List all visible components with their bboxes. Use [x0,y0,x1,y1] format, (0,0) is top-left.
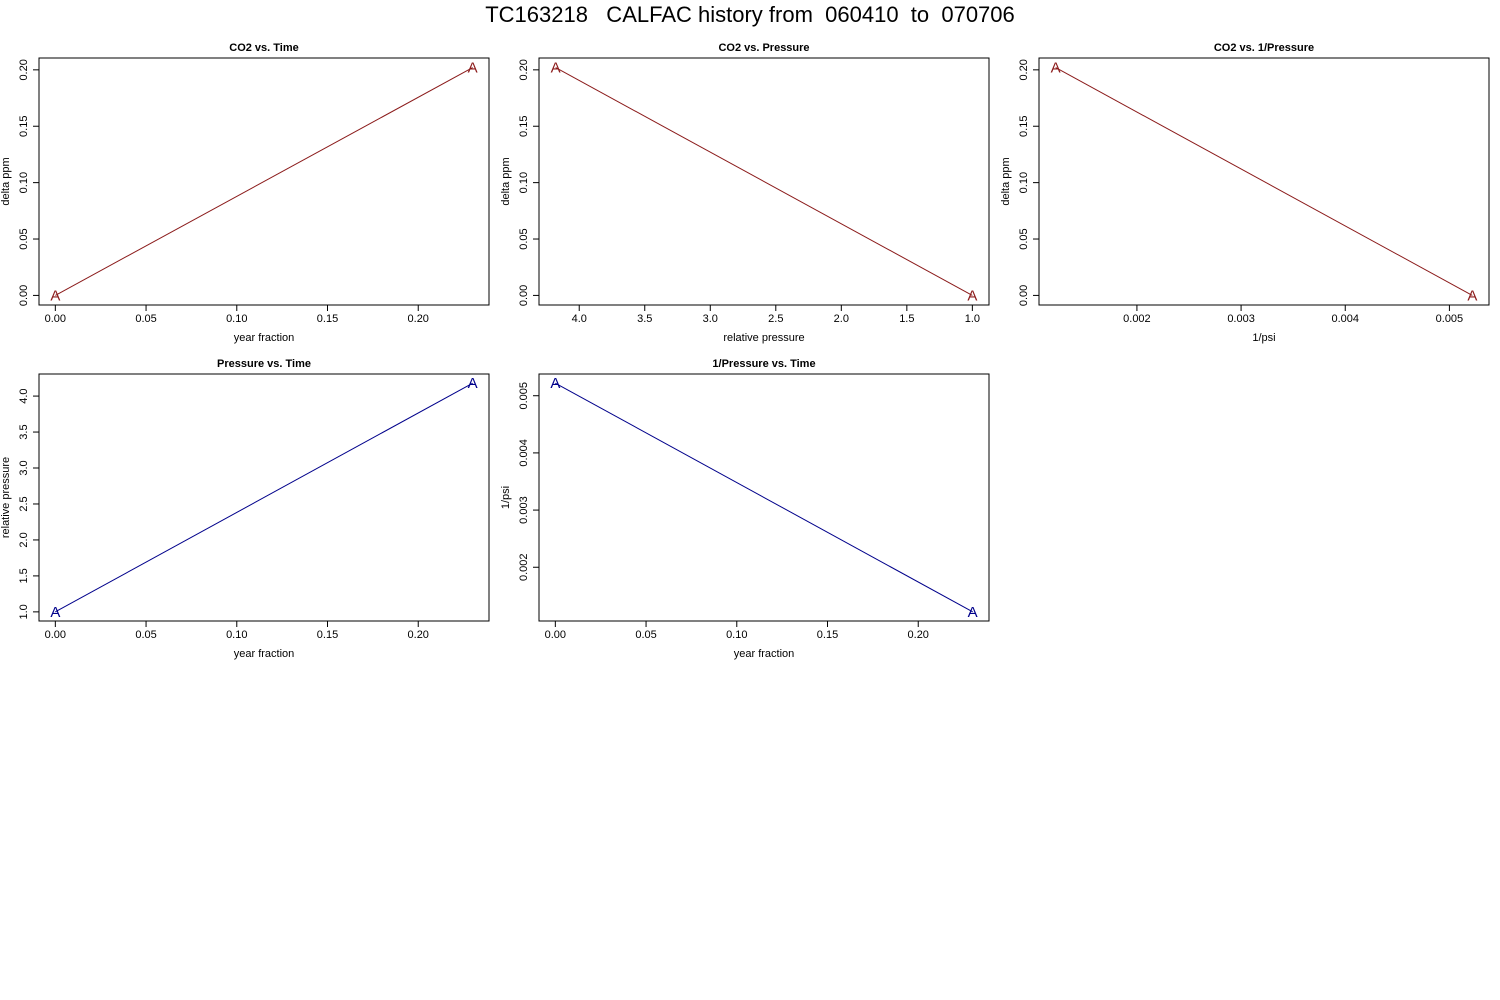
y-axis: 0.00 0.05 0.10 0.15 0.20 [1018,59,1039,306]
chart-panel-2: CO2 vs. Pressure 4.0 3.5 3.0 2.5 2.0 1.5 1.0 rel… [500,42,990,344]
y-axis-label: delta ppm [0,157,12,205]
y-tick-label: 0.10 [18,172,30,193]
y-tick-label: 0.10 [518,172,530,193]
x-tick-label: 0.15 [817,629,838,641]
y-tick-label: 0.15 [518,116,530,137]
y-axis-label: 1/psi [500,486,512,509]
y-tick-label: 0.15 [1018,116,1030,137]
chart-title: CO2 vs. Time [229,42,299,54]
y-tick-label: 0.004 [518,439,530,467]
x-tick-label: 3.0 [703,313,718,325]
x-axis-label: year fraction [234,648,295,660]
y-tick-label: 2.5 [18,496,30,511]
y-tick-label: 0.05 [518,228,530,249]
chart-title: 1/Pressure vs. Time [712,358,815,370]
chart-title: CO2 vs. 1/Pressure [1214,42,1314,54]
y-tick-label: 0.10 [1018,172,1030,193]
y-tick-label: 0.05 [1018,228,1030,249]
data-point-label: A [50,604,60,621]
data-point-label: A [968,604,978,621]
y-axis: 0.002 0.003 0.004 0.005 [518,382,539,581]
page-title: TC163218 CALFAC history from 060410 to 0… [485,2,1015,27]
x-tick-label: 4.0 [572,313,587,325]
x-axis-label: 1/psi [1252,332,1275,344]
chart-panel-4: Pressure vs. Time 0.00 0.05 0.10 0.15 0.20 yea… [0,358,490,660]
chart-panel-3: CO2 vs. 1/Pressure 0.002 0.003 0.004 0.005 1/… [1000,42,1490,344]
x-axis: 0.00 0.05 0.10 0.15 0.20 [545,620,929,641]
chart-title: Pressure vs. Time [217,358,311,370]
x-axis: 0.002 0.003 0.004 0.005 [1123,304,1464,325]
y-axis: 0.00 0.05 0.10 0.15 0.20 [518,59,539,306]
data-point-label: A [551,60,561,77]
x-tick-label: 0.20 [908,629,929,641]
y-tick-label: 0.002 [518,553,530,581]
x-tick-label: 0.15 [317,629,338,641]
data-point-label: A [468,60,478,77]
x-tick-label: 0.00 [45,313,66,325]
x-tick-label: 0.10 [726,629,747,641]
y-tick-label: 0.20 [18,59,30,80]
data-point-label: A [1051,60,1061,77]
y-tick-label: 0.00 [1018,285,1030,306]
chart-panel-5: 1/Pressure vs. Time 0.00 0.05 0.10 0.15 0.20 y… [500,358,990,660]
series-line [55,382,473,613]
x-tick-label: 0.05 [135,313,156,325]
y-tick-label: 0.05 [18,228,30,249]
y-tick-label: 0.003 [518,496,530,524]
y-tick-label: 3.0 [18,460,30,475]
x-tick-label: 0.005 [1436,313,1464,325]
x-tick-label: 0.10 [226,629,247,641]
y-tick-label: 0.00 [518,285,530,306]
y-tick-label: 3.5 [18,424,30,439]
y-axis-label: delta ppm [500,157,512,205]
x-tick-label: 3.5 [637,313,652,325]
y-tick-label: 0.20 [1018,59,1030,80]
x-tick-label: 0.05 [135,629,156,641]
data-point-label: A [1467,287,1477,304]
y-axis-label: delta ppm [1000,157,1012,205]
y-tick-label: 1.5 [18,568,30,583]
x-tick-label: 2.0 [834,313,849,325]
y-tick-label: 0.00 [18,285,30,306]
x-tick-label: 0.004 [1331,313,1359,325]
y-axis-label: relative pressure [0,457,12,538]
data-point-label: A [967,287,977,304]
y-axis: 1.0 1.5 2.0 2.5 3.0 3.5 4.0 [18,388,39,620]
x-axis-label: relative pressure [723,332,804,344]
y-tick-label: 0.15 [18,116,30,137]
x-tick-label: 0.15 [317,313,338,325]
y-tick-label: 2.0 [18,532,30,547]
x-tick-label: 0.003 [1227,313,1255,325]
x-axis: 0.00 0.05 0.10 0.15 0.20 [45,304,429,325]
y-tick-label: 1.0 [18,604,30,619]
chart-title: CO2 vs. Pressure [718,42,809,54]
x-tick-label: 1.5 [899,313,914,325]
x-tick-label: 0.05 [635,629,656,641]
data-point-label: A [468,375,478,392]
series-line [555,382,973,613]
series-line [55,67,473,296]
x-tick-label: 0.20 [408,313,429,325]
x-tick-label: 1.0 [965,313,980,325]
x-axis-label: year fraction [734,648,795,660]
data-point-label: A [550,375,560,392]
x-tick-label: 0.002 [1123,313,1151,325]
x-tick-label: 0.00 [545,629,566,641]
y-axis: 0.00 0.05 0.10 0.15 0.20 [18,59,39,306]
x-tick-label: 0.10 [226,313,247,325]
data-point-label: A [50,287,60,304]
y-tick-label: 0.20 [518,59,530,80]
x-tick-label: 2.5 [768,313,783,325]
chart-panel-1: CO2 vs. Time 0.00 0.05 0.10 0.15 0.20 year fra… [0,42,490,344]
y-tick-label: 0.005 [518,382,530,410]
x-tick-label: 0.20 [408,629,429,641]
series-line [555,67,973,296]
x-tick-label: 0.00 [45,629,66,641]
x-axis-label: year fraction [234,332,295,344]
x-axis: 4.0 3.5 3.0 2.5 2.0 1.5 1.0 [572,304,980,325]
series-line [1055,67,1473,296]
x-axis: 0.00 0.05 0.10 0.15 0.20 [45,620,429,641]
y-tick-label: 4.0 [18,388,30,403]
